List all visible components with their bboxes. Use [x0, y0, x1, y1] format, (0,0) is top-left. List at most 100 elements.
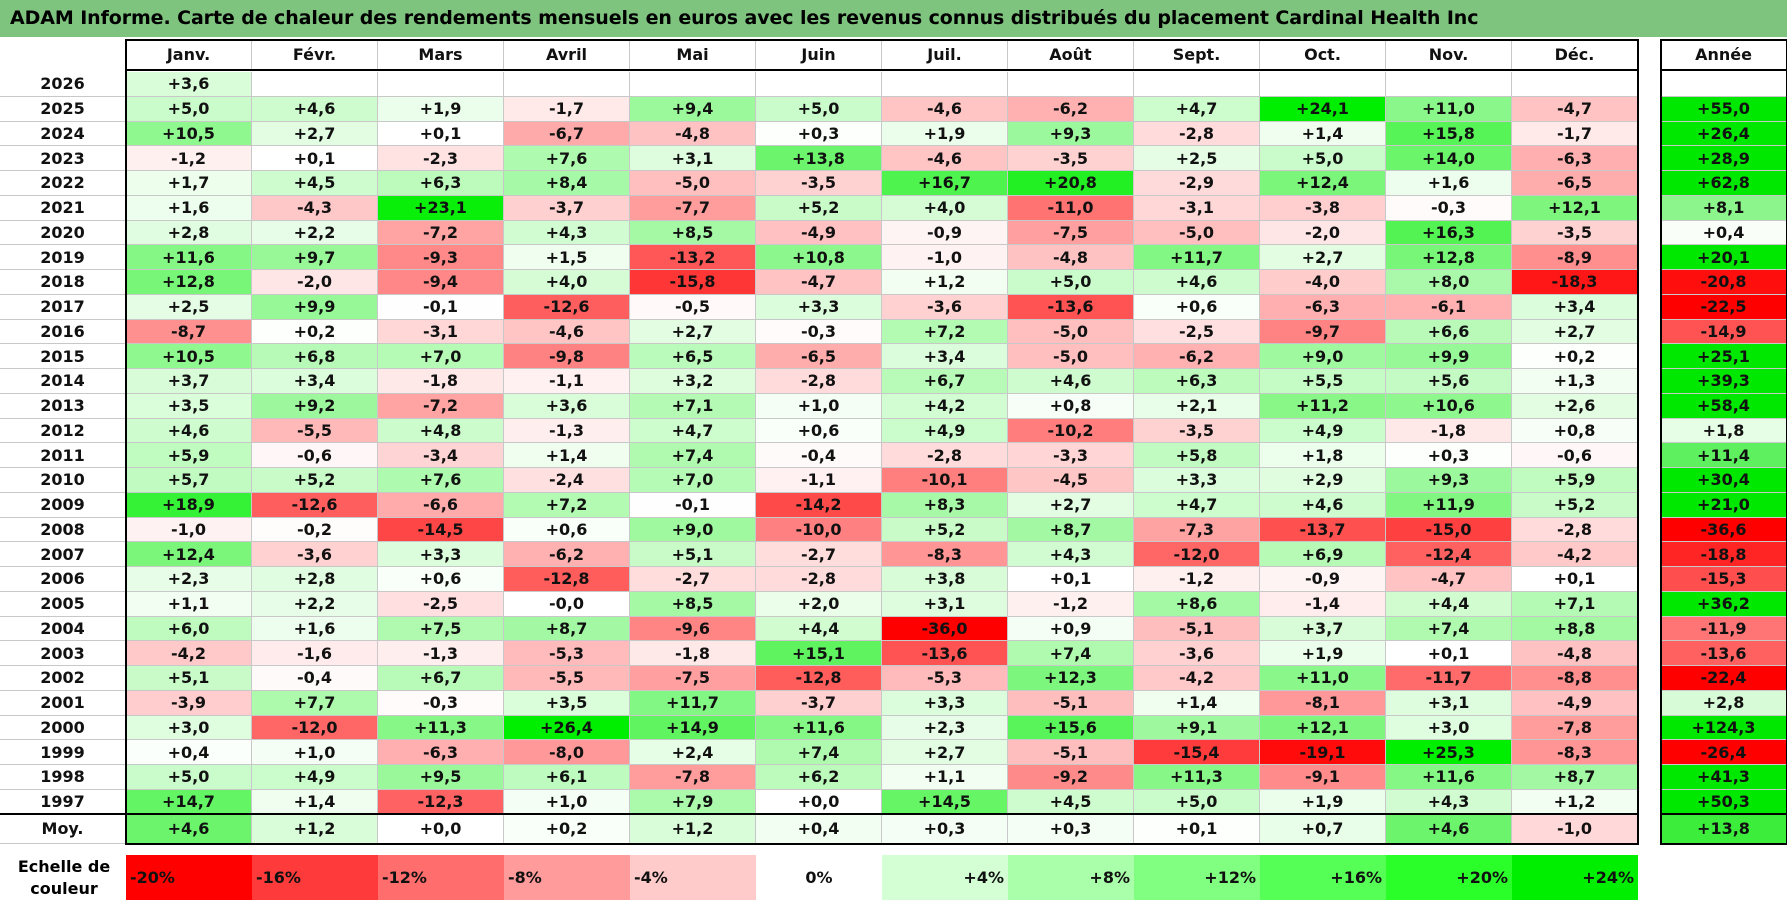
heatmap-cell: -0,3: [1386, 195, 1512, 221]
heatmap-cell: -5,1: [1008, 740, 1134, 765]
heatmap-cell: +7,4: [630, 443, 756, 468]
average-cell: +0,7: [1260, 814, 1386, 844]
heatmap-cell: +1,4: [1260, 121, 1386, 147]
legend-swatch: +4%: [882, 855, 1008, 900]
heatmap-cell: +11,3: [378, 715, 504, 741]
heatmap-cell: +2,5: [1134, 146, 1260, 171]
legend-swatch: -12%: [378, 855, 504, 900]
annual-cell: +36,2: [1661, 591, 1787, 617]
annual-cell: +20,1: [1661, 245, 1787, 270]
heatmap-cell: -1,0: [126, 517, 252, 543]
heatmap-cell: +2,2: [252, 220, 378, 246]
heatmap-cell: -1,2: [126, 146, 252, 171]
annual-cell: +39,3: [1661, 369, 1787, 394]
annual-cell: -26,4: [1661, 740, 1787, 765]
heatmap-cell: -12,0: [1134, 542, 1260, 567]
heatmap-cell: -0,6: [252, 443, 378, 468]
heatmap-cell: -9,4: [378, 270, 504, 295]
heatmap-cell: -8,3: [1512, 740, 1638, 765]
heatmap-cell: +1,6: [126, 195, 252, 221]
heatmap-cell: -9,2: [1008, 765, 1134, 790]
heatmap-cell: +4,6: [1260, 492, 1386, 518]
heatmap-cell: +7,0: [378, 344, 504, 369]
heatmap-cell: -6,3: [378, 740, 504, 765]
heatmap-cell: -1,8: [630, 641, 756, 666]
heatmap-cell: +9,3: [1008, 121, 1134, 147]
heatmap-cell: -12,6: [252, 492, 378, 518]
annual-average-divider: [1660, 813, 1787, 815]
heatmap-cell: +2,1: [1134, 393, 1260, 419]
average-cell: +0,4: [756, 814, 882, 844]
heatmap-cell: +9,9: [252, 294, 378, 320]
month-header: Janv.: [126, 40, 252, 70]
heatmap-cell: +2,7: [252, 121, 378, 147]
legend-swatch: +24%: [1512, 855, 1638, 900]
average-cell: -1,0: [1512, 814, 1638, 844]
heatmap-cell: -8,9: [1512, 245, 1638, 270]
average-cell: +0,2: [504, 814, 630, 844]
heatmap-cell: -15,4: [1134, 740, 1260, 765]
heatmap-cell: +4,4: [1386, 591, 1512, 617]
heatmap-cell: +1,6: [252, 616, 378, 642]
heatmap-cell: +1,6: [1386, 171, 1512, 196]
heatmap-cell: +26,4: [504, 715, 630, 741]
year-label: 2014: [0, 369, 126, 394]
heatmap-cell: -11,0: [1008, 195, 1134, 221]
heatmap-cell: [756, 72, 882, 97]
heatmap-cell: -10,2: [1008, 418, 1134, 444]
heatmap-cell: -13,6: [1008, 294, 1134, 320]
heatmap-cell: +4,7: [1134, 492, 1260, 518]
annual-cell: -13,6: [1661, 641, 1787, 666]
heatmap-cell: +11,3: [1134, 765, 1260, 790]
average-label: Moy.: [0, 814, 126, 844]
month-header: Mai: [630, 40, 756, 70]
heatmap-cell: +6,1: [504, 765, 630, 790]
heatmap-cell: +10,5: [126, 344, 252, 369]
heatmap-cell: -1,1: [756, 468, 882, 493]
heatmap-cell: +1,1: [882, 765, 1008, 790]
heatmap-cell: -14,2: [756, 492, 882, 518]
heatmap-cell: +2,4: [630, 740, 756, 765]
heatmap-cell: -5,0: [1008, 319, 1134, 345]
heatmap-cell: +7,2: [882, 319, 1008, 345]
year-label: 1999: [0, 740, 126, 765]
heatmap-cell: -6,3: [1512, 146, 1638, 171]
heatmap-cell: -8,8: [1512, 666, 1638, 691]
heatmap-cell: -12,8: [504, 567, 630, 592]
annual-cell: +58,4: [1661, 393, 1787, 419]
heatmap-cell: +6,2: [756, 765, 882, 790]
heatmap-cell: +5,2: [252, 468, 378, 493]
heatmap-cell: -7,3: [1134, 517, 1260, 543]
heatmap-cell: -9,7: [1260, 319, 1386, 345]
heatmap-cell: -9,3: [378, 245, 504, 270]
year-label: 2002: [0, 666, 126, 691]
heatmap-cell: +2,7: [630, 319, 756, 345]
heatmap-cell: +11,9: [1386, 492, 1512, 518]
heatmap-cell: -1,1: [504, 369, 630, 394]
heatmap-cell: -5,0: [630, 171, 756, 196]
heatmap-cell: +5,2: [882, 517, 1008, 543]
heatmap-cell: +12,4: [126, 542, 252, 567]
heatmap-cell: -5,3: [504, 641, 630, 666]
heatmap-cell: +1,7: [126, 171, 252, 196]
heatmap-cell: +2,8: [126, 220, 252, 246]
average-annual-cell: +13,8: [1661, 814, 1787, 844]
annual-cell: +8,1: [1661, 195, 1787, 221]
year-label: 2026: [0, 72, 126, 97]
heatmap-cell: +2,7: [1260, 245, 1386, 270]
legend-swatch: +20%: [1386, 855, 1512, 900]
annual-cell: +26,4: [1661, 121, 1787, 147]
heatmap-cell: +3,5: [504, 690, 630, 716]
heatmap-cell: +1,9: [882, 121, 1008, 147]
heatmap-cell: -9,8: [504, 344, 630, 369]
heatmap-cell: -3,4: [378, 443, 504, 468]
heatmap-cell: +0,3: [1386, 443, 1512, 468]
month-header: Févr.: [252, 40, 378, 70]
average-cell: +0,1: [1134, 814, 1260, 844]
heatmap-cell: +0,1: [1386, 641, 1512, 666]
heatmap-cell: +1,4: [252, 789, 378, 815]
heatmap-cell: +8,8: [1512, 616, 1638, 642]
heatmap-cell: +0,4: [126, 740, 252, 765]
heatmap-cell: +7,7: [252, 690, 378, 716]
heatmap-cell: +9,5: [378, 765, 504, 790]
